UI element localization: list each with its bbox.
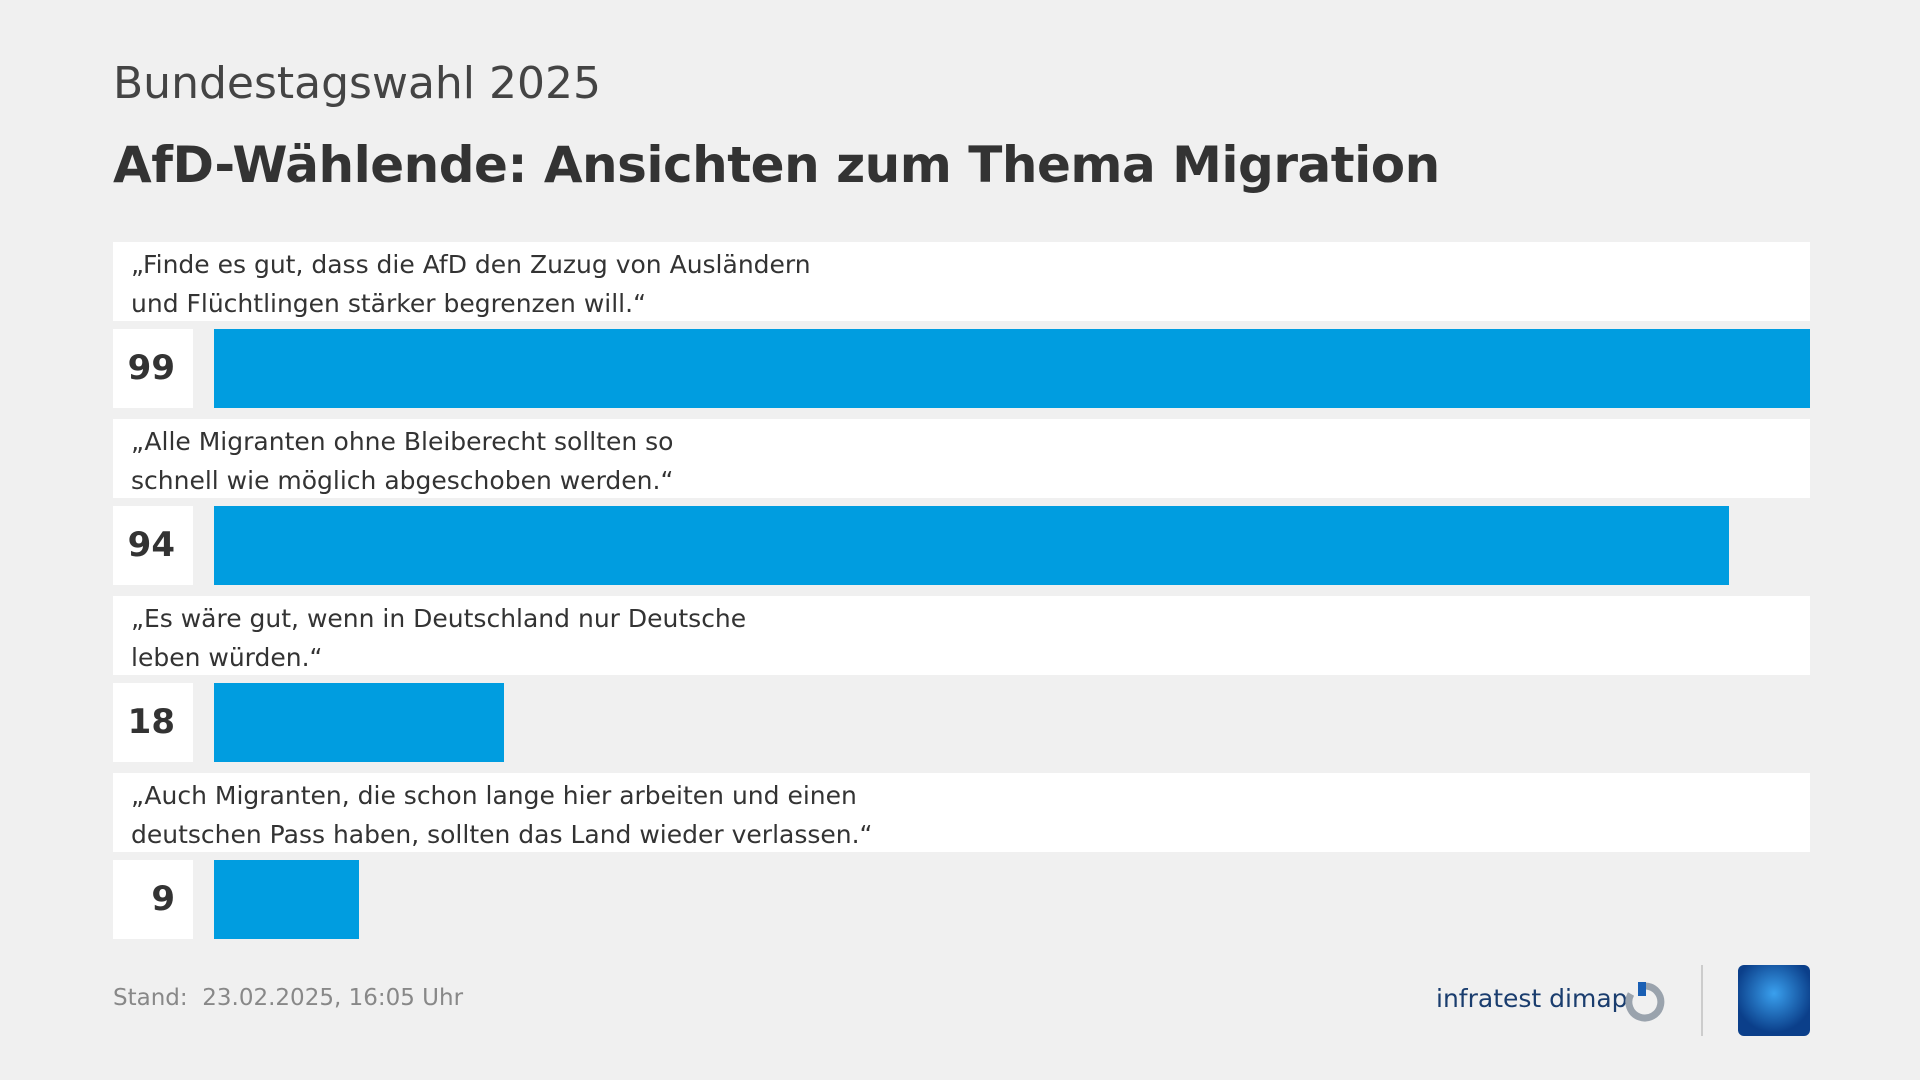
subtitle: Bundestagswahl 2025: [113, 58, 601, 109]
title: AfD-Wählende: Ansichten zum Thema Migrat…: [113, 136, 1440, 194]
bar: [214, 860, 360, 939]
stand-label: Stand:: [113, 985, 188, 1011]
divider: [1701, 965, 1703, 1036]
stand-date: 23.02.2025, 16:05 Uhr: [202, 985, 464, 1011]
category-label: „Auch Migranten, die schon lange hier ar…: [113, 773, 1810, 852]
bar: [214, 506, 1730, 585]
value-label: 99: [113, 329, 193, 408]
value-label: 18: [113, 683, 193, 762]
broadcaster-logo: [1738, 965, 1810, 1036]
bar-row: 18: [113, 683, 1810, 762]
chart: „Finde es gut, dass die AfD den Zuzug vo…: [113, 242, 1810, 950]
bar: [214, 683, 505, 762]
bar-row: 9: [113, 860, 1810, 939]
bar: [214, 329, 1810, 408]
source-icon: [1625, 982, 1665, 1022]
bar-row: 99: [113, 329, 1810, 408]
category-label: „Finde es gut, dass die AfD den Zuzug vo…: [113, 242, 1810, 321]
footer: Stand: 23.02.2025, 16:05 Uhr: [113, 985, 463, 1011]
category-label: „Alle Migranten ohne Bleiberecht sollten…: [113, 419, 1810, 498]
bar-row: 94: [113, 506, 1810, 585]
value-label: 9: [113, 860, 193, 939]
value-label: 94: [113, 506, 193, 585]
source-logo: infratest dimap: [1436, 984, 1628, 1013]
category-label: „Es wäre gut, wenn in Deutschland nur De…: [113, 596, 1810, 675]
